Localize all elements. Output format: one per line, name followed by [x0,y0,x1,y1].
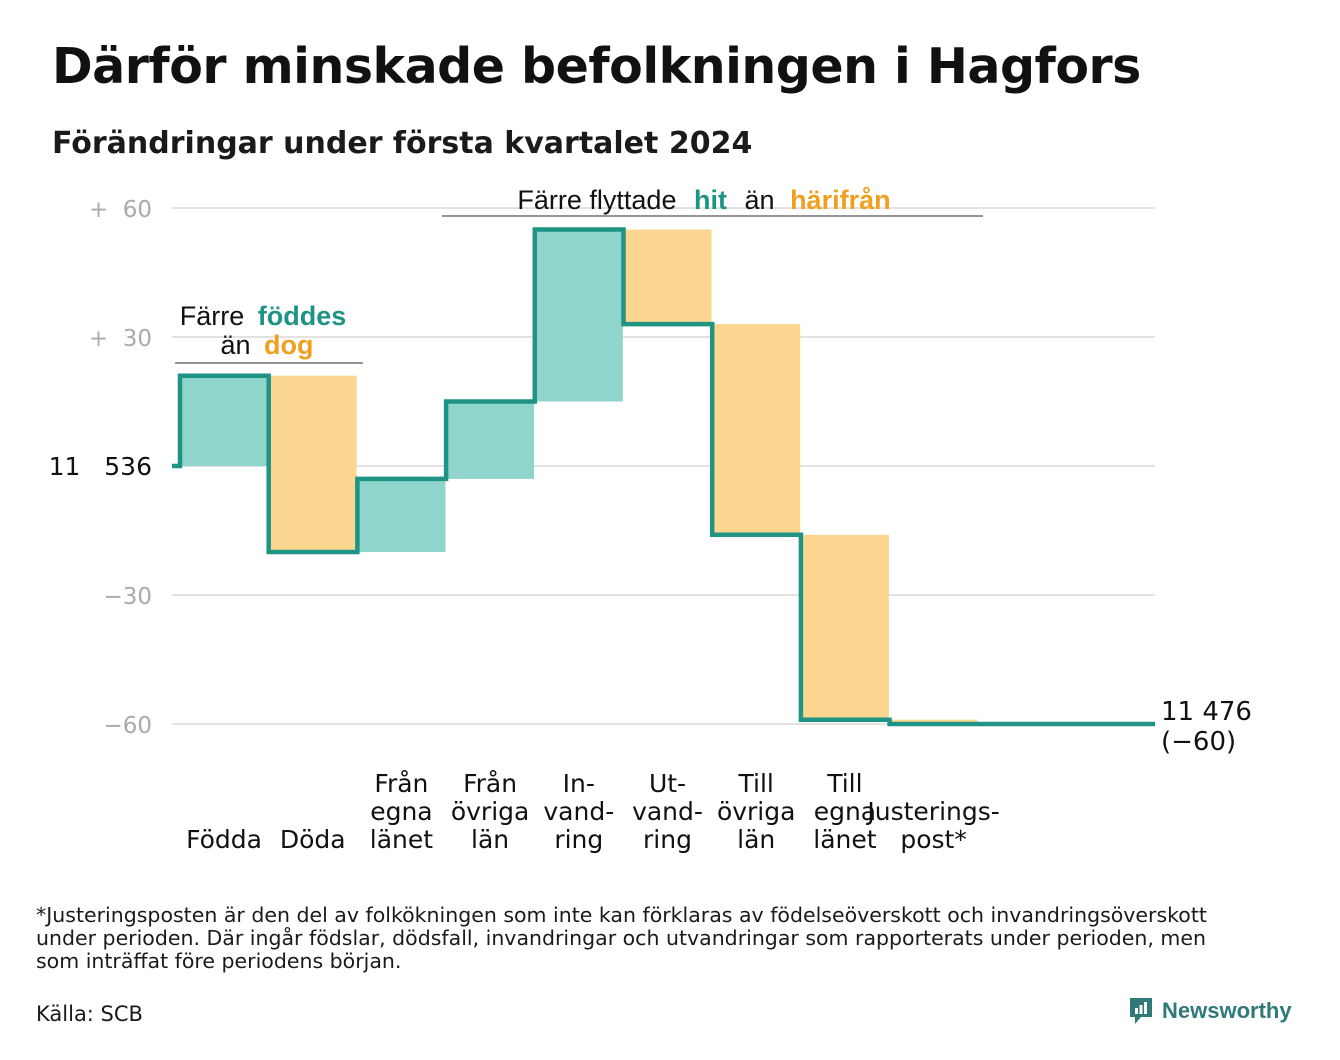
x-label: övriga [451,797,530,826]
x-label: In- [563,769,595,798]
newsworthy-logo: Newsworthy [1128,996,1292,1026]
y-tick-labels: + 60 + 30 11 536 −30 −60 [49,197,152,739]
newsworthy-logo-text: Newsworthy [1162,998,1292,1023]
footnote-line-3: som inträffat före periodens början. [36,949,402,973]
x-label: Till [738,769,774,798]
bar-increase [446,401,535,479]
x-label: Från [374,769,428,798]
x-label: län [737,825,775,854]
x-label: vand- [543,797,614,826]
svg-text:än dog: än dog [220,330,313,360]
x-category-labels: Födda DödaFrånegnalänetFrånövrigalänIn-va… [186,769,1000,854]
population-step-line [172,227,1155,727]
bar-decrease [800,534,889,720]
footnote: *Justeringsposten är den del av folkökni… [36,904,1306,973]
svg-text:Färre föddes: Färre föddes [180,301,347,331]
x-label: Födda [186,825,262,854]
x-label: länet [813,825,876,854]
x-label: egna [814,797,876,826]
bar-decrease [712,324,801,535]
baseline-value-label: 11 536 [49,452,152,481]
bar-increase [357,478,446,552]
newsworthy-logo-icon [1130,998,1152,1024]
annotation-birth-highlight: föddes [258,301,347,331]
annotation-moves-out: härifrån [790,185,891,215]
svg-text:Färre flyttade hit: Färre flyttade hit än härifrån [517,185,890,215]
x-label: länet [370,825,433,854]
births-deaths-annotation: Färre föddes än dog [175,301,363,364]
annotation-birth-prefix: Färre [180,301,245,331]
y-tick-label: −30 [103,584,152,610]
source-text: Källa: SCB [36,1002,143,1026]
end-value-label: 11 476 [1161,697,1252,727]
x-label: egna [370,797,432,826]
y-tick-label: + 60 [89,197,152,223]
x-label: post* [900,825,967,854]
moves-annotation: Färre flyttade hit än härifrån [442,185,983,217]
y-tick-label: + 30 [89,326,152,352]
end-change-label: (−60) [1161,727,1236,757]
x-label: län [471,825,509,854]
x-label: Till [826,769,862,798]
chart-title: Därför minskade befolkningen i Hagfors [52,38,1141,95]
footnote-line-1: *Justeringsposten är den del av folkökni… [36,903,1207,927]
bar-decrease [268,375,357,552]
bar-increase [534,229,623,402]
annotation-moves-middle: än [745,185,775,215]
x-label: ring [643,825,692,854]
annotation-death-highlight: dog [264,330,313,360]
x-label: ring [554,825,603,854]
x-label: Justerings- [865,797,999,826]
x-label: Från [463,769,517,798]
y-tick-label: −60 [103,713,152,739]
footnote-line-2: under perioden. Där ingår födslar, dödsf… [36,926,1206,950]
change-bars [180,229,978,724]
bar-increase [180,375,268,466]
x-label: Döda [280,825,346,854]
chart-subtitle: Förändringar under första kvartalet 2024 [52,126,753,161]
annotation-moves-in: hit [694,185,727,215]
annotation-death-prefix: än [220,330,250,360]
x-label: vand- [632,797,703,826]
x-label: övriga [717,797,796,826]
bar-decrease [623,229,712,325]
annotation-moves-prefix: Färre flyttade [517,185,676,215]
x-label: Ut- [649,769,686,798]
